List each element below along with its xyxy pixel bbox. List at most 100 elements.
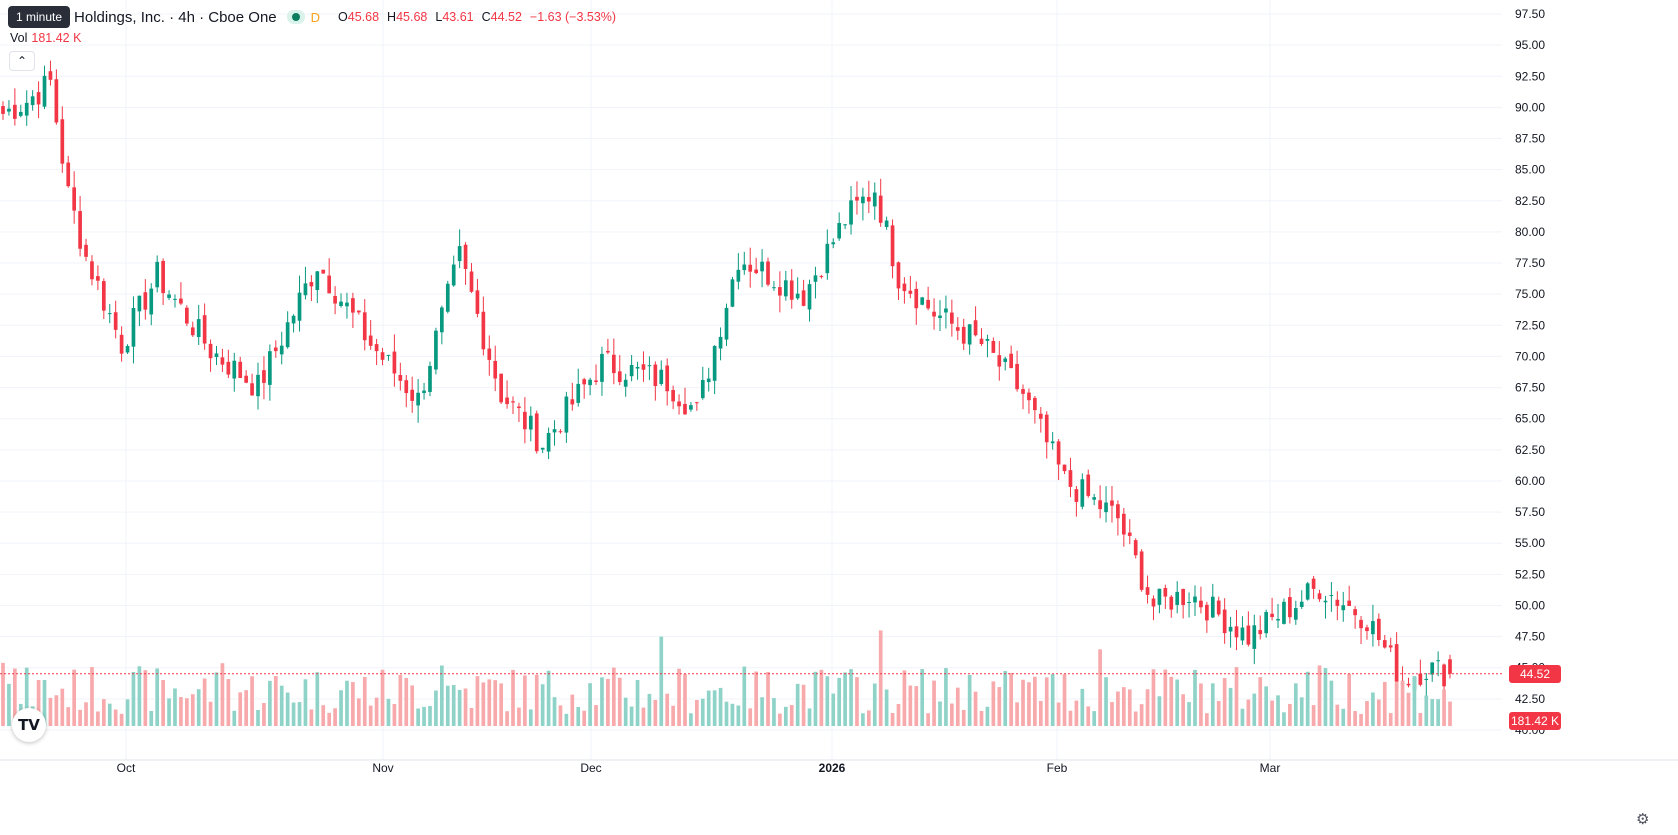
volume-bar bbox=[244, 690, 248, 726]
candle-body bbox=[440, 307, 444, 333]
volume-bar bbox=[754, 671, 758, 726]
symbol-title[interactable]: Holdings, Inc. · 4h · Cboe One bbox=[74, 8, 277, 26]
volume-bar bbox=[481, 682, 486, 726]
candle-body bbox=[7, 108, 11, 112]
volume-bar bbox=[1139, 704, 1144, 726]
volume-bar bbox=[196, 689, 201, 726]
candle-body bbox=[291, 315, 296, 324]
candle-body bbox=[511, 401, 515, 403]
volume-bar bbox=[137, 666, 142, 726]
y-tick-label: 87.50 bbox=[1515, 132, 1545, 146]
candle-body bbox=[730, 279, 735, 307]
candle-body bbox=[1104, 502, 1108, 513]
volume-bar bbox=[1270, 700, 1274, 726]
candle-body bbox=[683, 403, 687, 415]
volume-bar bbox=[973, 691, 978, 726]
volume-bar bbox=[991, 681, 996, 726]
volume-bar bbox=[1288, 703, 1292, 726]
candle-body bbox=[30, 96, 35, 106]
volume-bar bbox=[736, 705, 741, 726]
candle-body bbox=[582, 379, 587, 385]
volume-bar bbox=[896, 704, 901, 726]
volume-bar bbox=[1442, 689, 1446, 726]
candle-body bbox=[552, 429, 557, 433]
candle-body bbox=[42, 75, 47, 107]
y-tick-label: 80.00 bbox=[1515, 225, 1545, 239]
candle-body bbox=[149, 288, 154, 315]
volume-bar bbox=[558, 705, 563, 726]
candle-body bbox=[855, 196, 859, 201]
volume-bar bbox=[1003, 671, 1008, 726]
volume-bar bbox=[944, 668, 948, 726]
volume-bar bbox=[523, 675, 527, 726]
candle-body bbox=[700, 379, 705, 399]
volume-bar bbox=[428, 706, 432, 726]
candle-body bbox=[262, 370, 266, 383]
gear-icon[interactable]: ⚙ bbox=[1636, 811, 1650, 828]
candle-body bbox=[866, 197, 871, 202]
candle-body bbox=[1299, 601, 1304, 608]
y-tick-label: 52.50 bbox=[1515, 567, 1545, 581]
candle-body bbox=[505, 397, 509, 405]
candle-body bbox=[1092, 497, 1097, 500]
candle-body bbox=[244, 375, 248, 383]
candle-body bbox=[137, 295, 142, 312]
candle-body bbox=[185, 307, 189, 324]
candle-body bbox=[339, 301, 343, 306]
volume-bar bbox=[303, 679, 308, 726]
volume-bar bbox=[226, 679, 231, 726]
volume-bar bbox=[66, 707, 71, 726]
volume-bar bbox=[878, 630, 883, 726]
volume-bar bbox=[1430, 699, 1435, 726]
volume-bar bbox=[629, 706, 634, 726]
candle-body bbox=[155, 261, 160, 288]
volume-bar bbox=[107, 703, 112, 726]
volume-bar bbox=[683, 674, 687, 726]
ohlc-close: C44.52 bbox=[482, 10, 522, 24]
tradingview-logo[interactable]: TV bbox=[12, 708, 46, 742]
candle-body bbox=[861, 196, 865, 204]
volume-bar bbox=[179, 697, 183, 726]
ohlc-low: L43.61 bbox=[435, 10, 473, 24]
candle-body bbox=[606, 350, 610, 353]
volume-bar bbox=[1210, 683, 1215, 726]
y-tick-label: 42.50 bbox=[1515, 692, 1545, 706]
open-value: 45.68 bbox=[347, 10, 380, 24]
volume-bar bbox=[125, 699, 130, 726]
candle-body bbox=[772, 287, 776, 289]
candle-body bbox=[1317, 593, 1322, 600]
y-tick-label: 67.50 bbox=[1515, 381, 1545, 395]
volume-bar bbox=[386, 698, 391, 726]
volume-bar bbox=[570, 694, 575, 726]
candle-body bbox=[629, 364, 634, 377]
low-label: L bbox=[435, 10, 443, 24]
candle-body bbox=[238, 361, 243, 378]
candle-body bbox=[950, 312, 954, 324]
close-value: 44.52 bbox=[490, 10, 522, 24]
candle-body bbox=[1151, 598, 1156, 607]
candle-body bbox=[635, 366, 640, 369]
volume-bar bbox=[1376, 699, 1381, 726]
candle-body bbox=[1335, 599, 1340, 606]
volume-bar bbox=[380, 669, 385, 726]
candle-body bbox=[647, 365, 652, 367]
candle-body bbox=[333, 296, 337, 304]
chevron-up-icon[interactable]: ⌃ bbox=[9, 51, 35, 71]
volume-bar bbox=[724, 701, 729, 726]
candle-body bbox=[778, 287, 782, 296]
candle-body bbox=[54, 79, 59, 123]
eye-icon[interactable] bbox=[286, 10, 305, 24]
candle-body bbox=[825, 243, 830, 274]
volume-bar bbox=[807, 708, 812, 726]
volume-value: 181.42 K bbox=[31, 31, 82, 45]
volume-bar bbox=[1228, 687, 1233, 726]
volume-bar bbox=[677, 668, 681, 726]
candle-body bbox=[78, 211, 82, 249]
volume-bar bbox=[321, 705, 326, 726]
volume-bar bbox=[766, 672, 770, 726]
candle-body bbox=[718, 336, 723, 349]
volume-bar bbox=[689, 713, 693, 726]
volume-bar bbox=[1359, 713, 1363, 726]
volume-bar bbox=[825, 676, 830, 726]
